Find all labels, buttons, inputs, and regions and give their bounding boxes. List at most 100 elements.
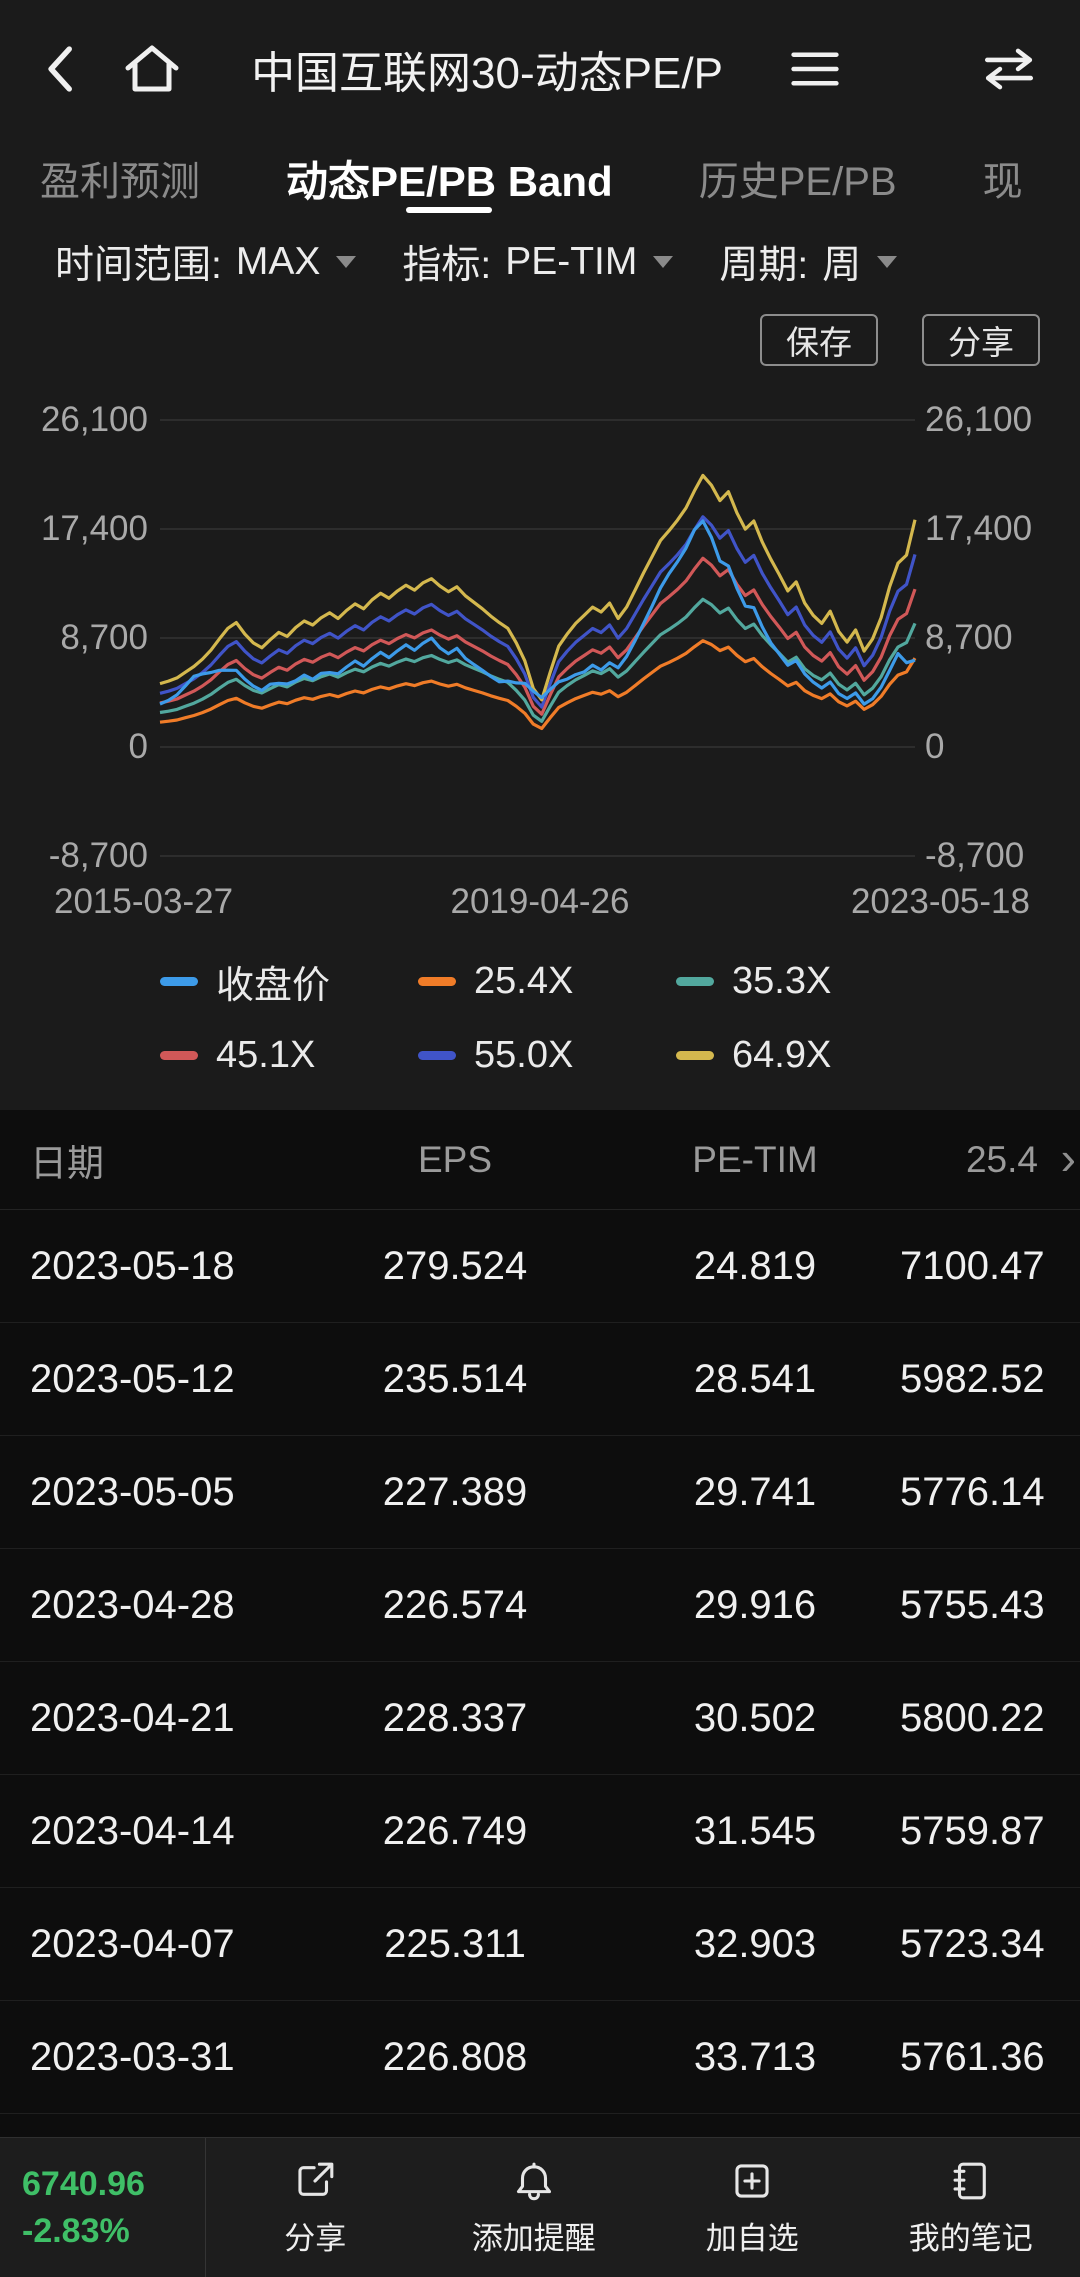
filter-value: 周 xyxy=(822,244,862,287)
cell-pe-tim: 24.819 xyxy=(693,1243,817,1288)
filter-value: PE-TIM xyxy=(505,240,638,283)
chart-plot-area[interactable] xyxy=(0,384,1080,944)
chevron-down-icon xyxy=(336,256,357,268)
action-label: 加自选 xyxy=(705,2220,799,2256)
y-axis-label: -8,700 xyxy=(48,836,148,875)
filter-period[interactable]: 周期: 周 xyxy=(719,234,898,290)
cell-date: 2023-04-21 xyxy=(30,1695,235,1740)
list-icon[interactable] xyxy=(790,48,840,90)
pe-band-chart[interactable]: 26,100 17,400 8,700 0 -8,700 26,100 17,4… xyxy=(0,384,1080,944)
cell-25-4x: 5723.34 xyxy=(900,1921,1045,1966)
tab-truncated[interactable]: 现 xyxy=(982,160,1023,204)
table-row[interactable]: 2023-04-21 228.337 30.502 5800.22 xyxy=(0,1662,1080,1775)
filter-label: 时间范围: xyxy=(55,244,222,287)
tab-history-pe-pb[interactable]: 历史PE/PB xyxy=(698,160,897,204)
cell-eps: 227.389 xyxy=(382,1469,528,1514)
table-row[interactable]: 2023-04-07 225.311 32.903 5723.34 xyxy=(0,1888,1080,2001)
legend-swatch xyxy=(160,976,198,986)
tab-profit-forecast[interactable]: 盈利预测 xyxy=(40,160,200,204)
chart-series xyxy=(159,556,917,716)
legend-item-45-1x: 45.1X xyxy=(160,1030,418,1080)
cell-eps: 226.574 xyxy=(382,1582,528,1627)
x-axis-label: 2015-03-27 xyxy=(54,882,234,921)
table-row[interactable]: 2023-05-05 227.389 29.741 5776.14 xyxy=(0,1436,1080,1549)
chart-series xyxy=(159,639,917,731)
x-axis-label: 2023-05-18 xyxy=(850,882,1030,921)
cell-eps: 226.808 xyxy=(382,2034,528,2079)
table-row[interactable]: 2023-04-14 226.749 31.545 5759.87 xyxy=(0,1775,1080,1888)
cell-pe-tim: 31.545 xyxy=(693,1808,817,1853)
legend-label: 45.1X xyxy=(216,1033,316,1076)
legend-swatch xyxy=(676,976,714,986)
cell-date: 2023-04-07 xyxy=(30,1921,235,1966)
filter-label: 周期: xyxy=(719,244,809,287)
cell-eps: 279.524 xyxy=(382,1243,528,1288)
cell-25-4x: 5982.52 xyxy=(900,1356,1045,1401)
page-title: 中国互联网30-动态PE/P xyxy=(251,49,723,98)
tab-dynamic-pe-pb-band[interactable]: 动态PE/PB Band xyxy=(286,138,613,218)
price-change: -2.83% xyxy=(22,2211,130,2250)
legend-swatch xyxy=(418,976,456,986)
cell-25-4x: 5755.43 xyxy=(900,1582,1045,1627)
filter-time-range[interactable]: 时间范围: MAX xyxy=(55,234,357,290)
chart-series xyxy=(159,519,916,706)
cell-25-4x: 5759.87 xyxy=(900,1808,1045,1853)
cell-pe-tim: 32.903 xyxy=(693,1921,817,1966)
chart-panel: 中国互联网30-动态PE/P 盈利预测 动态PE/PB Band 历史PE/PB… xyxy=(0,0,1080,1110)
legend-swatch xyxy=(418,1050,456,1060)
legend-swatch xyxy=(160,1050,198,1060)
cell-pe-tim: 33.713 xyxy=(693,2034,817,2079)
filter-value: MAX xyxy=(235,240,321,283)
tab-bar: 盈利预测 动态PE/PB Band 历史PE/PB 现 xyxy=(0,138,1080,218)
cell-pe-tim: 30.502 xyxy=(693,1695,817,1740)
cell-25-4x: 5800.22 xyxy=(900,1695,1045,1740)
y-axis-label: 0 xyxy=(925,727,945,766)
data-table: 日期 EPS PE-TIM 25.4 › 2023-05-18 279.524 … xyxy=(0,1110,1080,2137)
cell-date: 2023-04-14 xyxy=(30,1808,235,1853)
legend-item-64-9x: 64.9X xyxy=(676,1030,934,1080)
table-row[interactable]: 2023-05-12 235.514 28.541 5982.52 xyxy=(0,1323,1080,1436)
table-row[interactable]: 2023-04-28 226.574 29.916 5755.43 xyxy=(0,1549,1080,1662)
table-row[interactable]: 2023-05-18 279.524 24.819 7100.47 xyxy=(0,1210,1080,1323)
chart-legend: 收盘价 25.4X 35.3X 45.1X 55.0X 64.9X xyxy=(0,956,1080,1080)
cell-25-4x: 5761.36 xyxy=(900,2034,1045,2079)
table-header-row[interactable]: 日期 EPS PE-TIM 25.4 › xyxy=(0,1110,1080,1210)
share-action[interactable]: 分享 xyxy=(206,2138,425,2277)
save-chart-button[interactable]: 保存 xyxy=(760,314,878,366)
action-label: 添加提醒 xyxy=(471,2220,596,2256)
top-bar: 中国互联网30-动态PE/P xyxy=(0,0,1080,138)
y-axis-label: 26,100 xyxy=(925,400,1033,439)
x-axis-label: 2019-04-26 xyxy=(450,882,630,921)
filter-indicator[interactable]: 指标: PE-TIM xyxy=(402,234,674,290)
current-price: 6740.96 xyxy=(22,2164,145,2203)
column-header-date: 日期 xyxy=(30,1142,104,1184)
chevron-right-icon[interactable]: › xyxy=(1060,1131,1076,1184)
add-watchlist-action[interactable]: 加自选 xyxy=(643,2138,862,2277)
legend-label: 25.4X xyxy=(474,959,574,1002)
y-axis-label: 8,700 xyxy=(60,618,148,657)
home-icon[interactable] xyxy=(120,37,184,101)
y-axis-label: 26,100 xyxy=(40,400,148,439)
share-icon xyxy=(298,2162,334,2196)
chart-series xyxy=(159,597,917,723)
cell-25-4x: 5776.14 xyxy=(900,1469,1045,1514)
add-alert-action[interactable]: 添加提醒 xyxy=(425,2138,644,2277)
cell-eps: 228.337 xyxy=(382,1695,528,1740)
table-row[interactable]: 2023-03-31 226.808 33.713 5761.36 xyxy=(0,2001,1080,2114)
compare-icon[interactable] xyxy=(980,47,1038,91)
y-axis-label: 17,400 xyxy=(40,509,148,548)
column-header-25-4x: 25.4 xyxy=(965,1138,1038,1180)
column-header-pe-tim: PE-TIM xyxy=(692,1138,818,1180)
y-axis-label: -8,700 xyxy=(925,836,1025,875)
share-chart-button[interactable]: 分享 xyxy=(922,314,1040,366)
cell-eps: 225.311 xyxy=(384,1921,526,1966)
chevron-down-icon xyxy=(653,256,674,268)
chevron-down-icon xyxy=(877,256,898,268)
cell-date: 2023-05-18 xyxy=(30,1243,235,1288)
back-icon[interactable] xyxy=(42,40,82,98)
action-label: 分享 xyxy=(284,2220,347,2256)
my-notes-action[interactable]: 我的笔记 xyxy=(862,2138,1080,2277)
legend-label: 55.0X xyxy=(474,1033,574,1076)
bottom-bar: 6740.96 -2.83% 分享 添加提醒 加自选 xyxy=(0,2137,1080,2277)
